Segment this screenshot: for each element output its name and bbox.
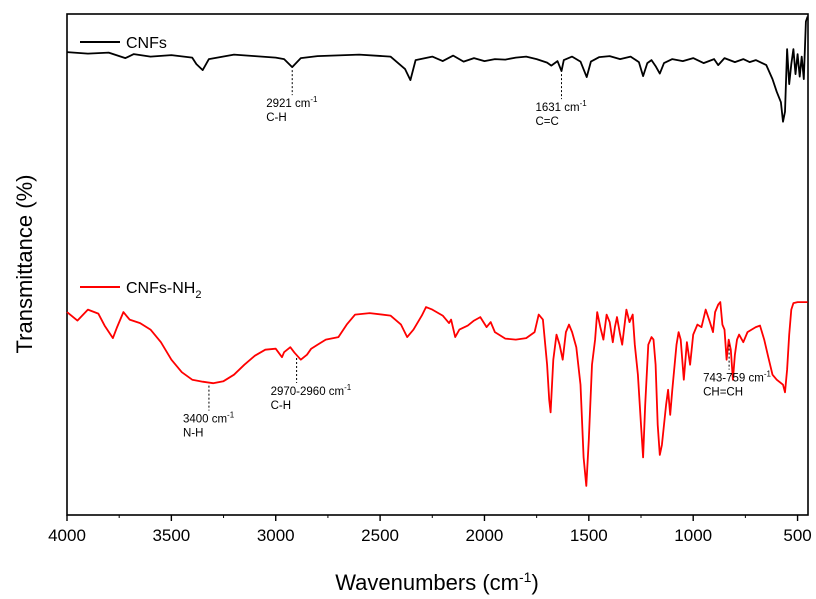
y-axis-title: Transmittance (%): [12, 175, 37, 354]
x-tick-label: 2000: [466, 526, 504, 545]
annotation-bond: C-H: [271, 400, 291, 412]
x-tick-label: 500: [783, 526, 811, 545]
x-tick-label: 3000: [257, 526, 295, 545]
x-axis-ticks: 4000 3500 3000 2500 2000 1500 1000 500: [48, 515, 812, 545]
x-tick-label: 2500: [361, 526, 399, 545]
annotation-wavenumber: 2970-2960 cm-1: [271, 383, 352, 398]
legend-label: CNFs-NH2: [126, 280, 201, 301]
series-layer: [66, 16, 809, 487]
x-axis-title-sup: -1: [519, 569, 532, 585]
annotation-wavenumber: 743-759 cm-1: [703, 370, 771, 385]
annotation-wavenumber: 3400 cm-1: [183, 411, 235, 426]
x-tick-label: 4000: [48, 526, 86, 545]
x-axis-title-main: Wavenumbers (cm: [335, 570, 519, 595]
x-axis-title: Wavenumbers (cm-1): [335, 569, 539, 595]
annotation-layer: 2921 cm-1 C-H 1631 cm-1 C=C 3400 cm-1 N-H 2970…: [183, 70, 771, 440]
annotation-bond: N-H: [183, 428, 203, 440]
x-tick-label: 3500: [152, 526, 190, 545]
series-line-cnfs-nh2: [66, 301, 808, 487]
x-tick-label: 1000: [674, 526, 712, 545]
annotation-bond: C=C: [535, 116, 558, 128]
x-axis-title-end: ): [531, 570, 538, 595]
annotation-bond: CH=CH: [703, 387, 743, 399]
annotation-wavenumber: 1631 cm-1: [535, 99, 587, 114]
legend-layer: CNFs CNFs-NH2: [80, 35, 201, 301]
plot-frame: [66, 13, 809, 516]
legend-label: CNFs: [126, 35, 167, 52]
x-tick-label: 1500: [570, 526, 608, 545]
series-line-cnfs: [66, 16, 809, 123]
annotation-wavenumber: 2921 cm-1: [266, 95, 318, 110]
annotation-bond: C-H: [266, 112, 286, 124]
